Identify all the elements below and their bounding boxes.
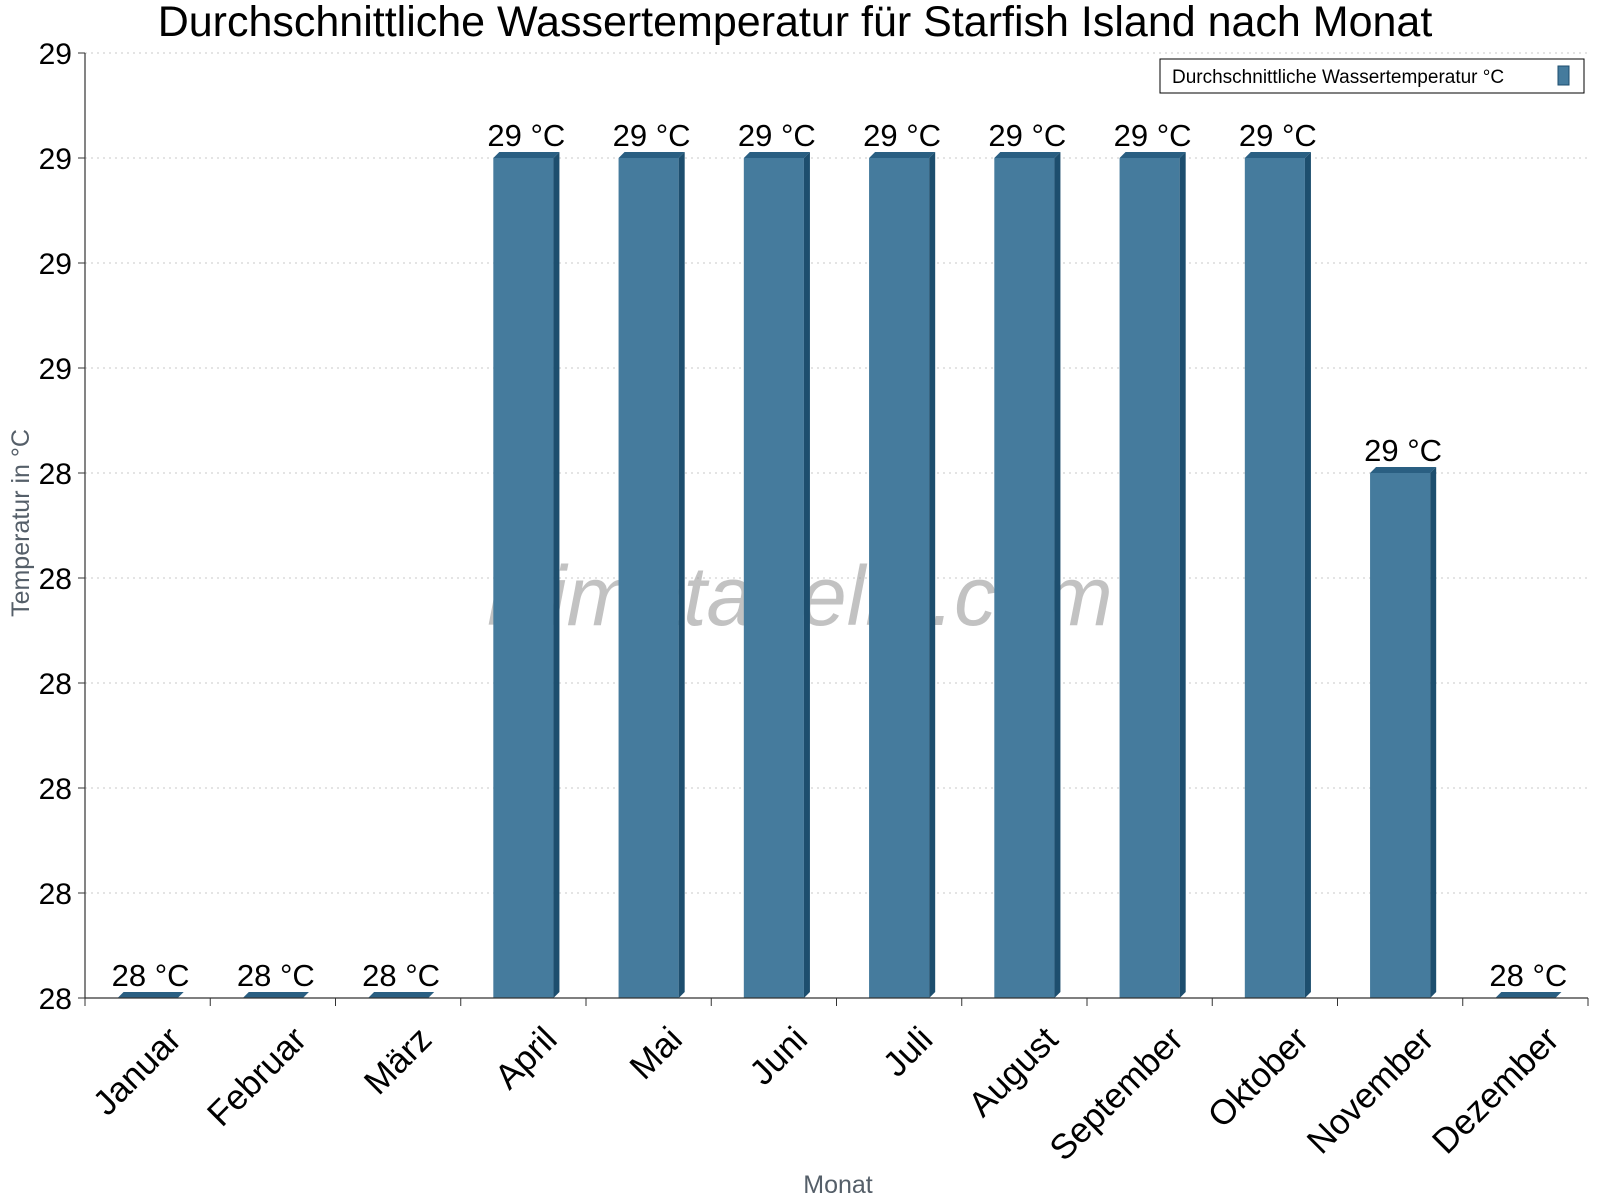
bar-layer bbox=[117, 152, 1562, 998]
y-tick-label: 29 bbox=[39, 38, 72, 71]
y-tick-label: 29 bbox=[39, 353, 72, 386]
data-label: 29 °C bbox=[1239, 118, 1317, 153]
data-label: 29 °C bbox=[988, 118, 1066, 153]
data-label: 29 °C bbox=[738, 118, 816, 153]
bar-top bbox=[493, 152, 560, 158]
y-axis-title: Temperatur in °C bbox=[7, 429, 35, 617]
chart-title: Durchschnittliche Wassertemperatur für S… bbox=[158, 0, 1433, 46]
x-tick-label: Oktober bbox=[1200, 1019, 1316, 1135]
x-axis-title: Monat bbox=[803, 1171, 873, 1199]
x-tick-label: Mai bbox=[622, 1020, 689, 1087]
bar-oktober bbox=[1244, 158, 1305, 998]
x-tick-label: Juli bbox=[876, 1020, 941, 1085]
x-tick-label: August bbox=[961, 1019, 1066, 1124]
legend-box bbox=[1159, 58, 1585, 94]
legend: Durchschnittliche Wassertemperatur °C bbox=[1159, 58, 1585, 94]
bar-top bbox=[368, 992, 435, 998]
data-label: 28 °C bbox=[1489, 958, 1567, 993]
y-tick-label: 29 bbox=[39, 248, 72, 281]
x-tick-label: September bbox=[1042, 1019, 1191, 1168]
y-tick-label: 28 bbox=[39, 983, 72, 1016]
bar-side bbox=[1430, 467, 1437, 998]
grid-layer bbox=[85, 52, 1588, 894]
x-tick-label: Juni bbox=[742, 1020, 815, 1093]
data-label: 28 °C bbox=[237, 958, 315, 993]
bar-juli bbox=[869, 158, 930, 998]
bar-top bbox=[1370, 467, 1437, 473]
data-label: 29 °C bbox=[613, 118, 691, 153]
bar-top bbox=[1495, 992, 1562, 998]
bar-top bbox=[743, 152, 810, 158]
legend-label: Durchschnittliche Wassertemperatur °C bbox=[1172, 67, 1504, 88]
bar-top bbox=[1119, 152, 1186, 158]
label-layer: 28 °C Januar 28 °C Februar 28 °C März 29 °C Apr… bbox=[86, 118, 1568, 1168]
bar-side bbox=[1304, 152, 1311, 998]
bar-mai bbox=[618, 158, 679, 998]
axis-layer: 28 28 28 28 28 28 29 29 29 29 bbox=[39, 38, 1589, 1016]
data-label: 29 °C bbox=[487, 118, 565, 153]
y-tick-label: 28 bbox=[39, 563, 72, 596]
bar-top bbox=[869, 152, 936, 158]
bar-august bbox=[994, 158, 1055, 998]
bar-top bbox=[1244, 152, 1311, 158]
x-tick-label: Dezember bbox=[1425, 1019, 1567, 1161]
bar-side bbox=[929, 152, 936, 998]
y-tick-label: 29 bbox=[39, 143, 72, 176]
bar-top bbox=[242, 992, 309, 998]
data-label: 29 °C bbox=[1114, 118, 1192, 153]
legend-swatch bbox=[1557, 65, 1570, 86]
data-label: 28 °C bbox=[112, 958, 190, 993]
x-tick-label: Februar bbox=[200, 1019, 314, 1133]
bar-september bbox=[1119, 158, 1180, 998]
y-tick-label: 28 bbox=[39, 773, 72, 806]
bar-side bbox=[803, 152, 810, 998]
x-tick-label: März bbox=[357, 1020, 440, 1103]
bar-side bbox=[1054, 152, 1061, 998]
x-tick-label: November bbox=[1300, 1019, 1442, 1161]
bar-top bbox=[994, 152, 1061, 158]
bar-juni bbox=[743, 158, 804, 998]
bar-side bbox=[678, 152, 685, 998]
data-label: 29 °C bbox=[863, 118, 941, 153]
data-label: 29 °C bbox=[1364, 433, 1442, 468]
bar-side bbox=[1179, 152, 1186, 998]
y-tick-label: 28 bbox=[39, 668, 72, 701]
data-label: 28 °C bbox=[362, 958, 440, 993]
x-tick-label: Januar bbox=[86, 1019, 189, 1122]
bar-november bbox=[1370, 473, 1431, 998]
bar-top bbox=[117, 992, 184, 998]
y-tick-label: 28 bbox=[39, 458, 72, 491]
x-tick-label: April bbox=[487, 1020, 564, 1097]
bar-top bbox=[618, 152, 685, 158]
bar-april bbox=[493, 158, 554, 998]
bar-side bbox=[553, 152, 560, 998]
y-tick-label: 28 bbox=[39, 878, 72, 911]
